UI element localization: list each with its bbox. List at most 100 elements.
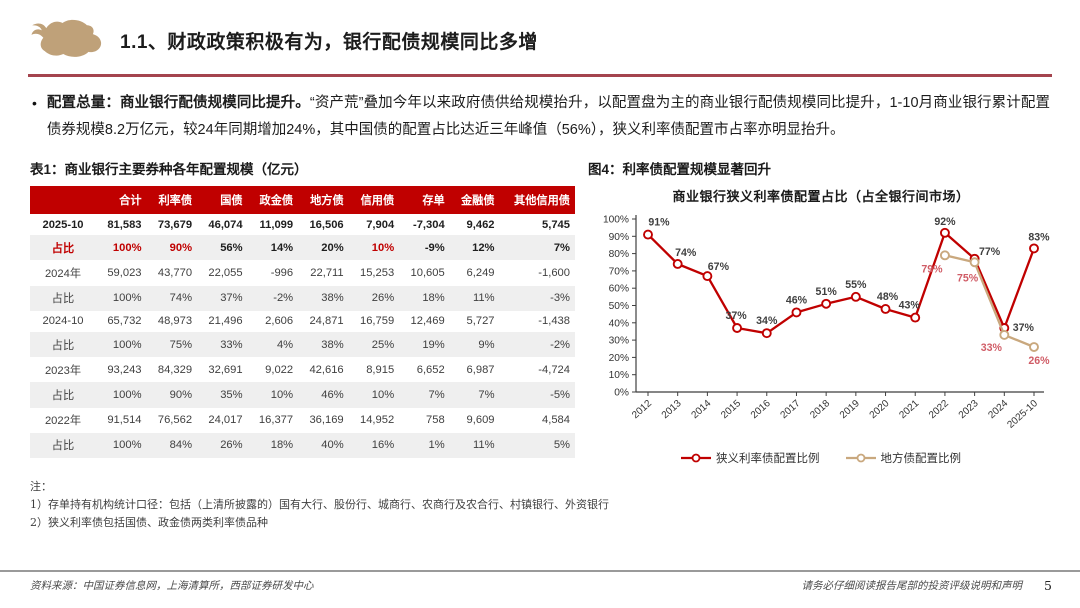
svg-text:2023: 2023 bbox=[957, 398, 981, 421]
column-header: 金融债 bbox=[449, 186, 500, 214]
table-cell: 90% bbox=[169, 241, 193, 254]
legend-item: 地方债配置比例 bbox=[845, 450, 962, 466]
table-cell: -996 bbox=[270, 266, 294, 279]
table-row: 占比 100% 74% 37% -2% 38% 26% 18% 11% -3% bbox=[30, 285, 575, 311]
row-label: 2024年 bbox=[44, 267, 82, 280]
table-cell: 19% bbox=[422, 338, 445, 351]
table-section: 表1：商业银行主要券种各年配置规模（亿元） 合计 利率债 国债 政金债 地方债 信用债 存单… bbox=[30, 154, 578, 466]
table-cell: 11% bbox=[472, 439, 495, 452]
chart-title: 商业银行狭义利率债配置占比（占全银行间市场） bbox=[672, 190, 970, 205]
svg-text:26%: 26% bbox=[1028, 355, 1050, 367]
table-cell: 38% bbox=[321, 292, 344, 305]
svg-text:2020: 2020 bbox=[868, 398, 892, 421]
table-cell: 24,871 bbox=[309, 315, 344, 328]
table-cell: 9,462 bbox=[466, 218, 495, 231]
figure-section: 图4：利率债配置规模显著回升 商业银行狭义利率债配置占比（占全银行间市场） 0%… bbox=[588, 154, 1054, 466]
allocation-table: 合计 利率债 国债 政金债 地方债 信用债 存单 金融债 其他信用债 2025-10 81,583 7… bbox=[30, 186, 575, 458]
column-header: 信用债 bbox=[348, 186, 400, 214]
table-row: 2024年 59,023 43,770 22,055 -996 22,711 15,253 1… bbox=[30, 260, 575, 285]
table-cell: 10% bbox=[371, 241, 395, 254]
footer: 资料来源：中国证券信息网，上海清算所，西部证券研发中心 请务必仔细阅读报告尾部的… bbox=[30, 578, 1052, 593]
table-cell: 15,253 bbox=[359, 266, 395, 279]
row-label: 占比 bbox=[51, 339, 75, 352]
table-cell: 22,711 bbox=[310, 266, 344, 279]
table-cell: 10,605 bbox=[410, 266, 445, 279]
svg-text:37%: 37% bbox=[725, 310, 747, 322]
table-cell: -2% bbox=[273, 292, 294, 305]
svg-text:75%: 75% bbox=[957, 272, 979, 284]
table-cell: 5,727 bbox=[466, 315, 495, 328]
table-cell: 6,652 bbox=[416, 363, 445, 376]
table-cell: 5% bbox=[553, 439, 570, 452]
svg-text:91%: 91% bbox=[648, 217, 670, 229]
notes-block: 注： 1）存单持有机构统计口径：包括（上清所披露的）国有大行、股份行、城商行、农… bbox=[0, 466, 1080, 532]
summary-text: 配置总量：商业银行配债规模同比提升。“资产荒”叠加今年以来政府债供给规模抬升，以… bbox=[47, 90, 1050, 144]
svg-text:74%: 74% bbox=[675, 247, 697, 259]
content-columns: 表1：商业银行主要券种各年配置规模（亿元） 合计 利率债 国债 政金债 地方债 信用债 存单… bbox=[0, 144, 1080, 466]
svg-text:43%: 43% bbox=[899, 300, 921, 312]
svg-text:48%: 48% bbox=[877, 291, 899, 303]
table-cell: 93,243 bbox=[107, 363, 142, 376]
table-cell: 38% bbox=[321, 338, 344, 351]
legend-item: 狭义利率债配置比例 bbox=[681, 450, 820, 466]
table-cell: 10% bbox=[270, 388, 294, 401]
summary-lead: 配置总量：商业银行配债规模同比提升。 bbox=[46, 95, 310, 111]
row-label: 2024-10 bbox=[42, 315, 84, 328]
table-cell: 7% bbox=[553, 241, 570, 254]
chart-legend: 狭义利率债配置比例 地方债配置比例 bbox=[588, 450, 1054, 466]
table-cell: -3% bbox=[550, 292, 570, 305]
table-cell: 40% bbox=[321, 439, 344, 452]
svg-text:46%: 46% bbox=[786, 294, 808, 306]
svg-text:30%: 30% bbox=[609, 336, 629, 347]
column-header: 政金债 bbox=[247, 186, 299, 214]
table-cell: 26% bbox=[220, 439, 243, 452]
svg-text:79%: 79% bbox=[921, 263, 943, 275]
svg-text:67%: 67% bbox=[708, 261, 730, 273]
table-cell: -4,724 bbox=[538, 363, 570, 376]
table-cell: 18% bbox=[422, 292, 445, 305]
table-cell: 26% bbox=[371, 292, 395, 305]
table-cell: 100% bbox=[112, 388, 142, 401]
svg-text:100%: 100% bbox=[603, 215, 629, 226]
summary-paragraph: • 配置总量：商业银行配债规模同比提升。“资产荒”叠加今年以来政府债供给规模抬升… bbox=[0, 77, 1080, 144]
table-cell: 758 bbox=[426, 414, 445, 427]
bullet-icon: • bbox=[32, 95, 37, 111]
table-row: 占比 100% 90% 35% 10% 46% 10% 7% 7% -5% bbox=[30, 382, 575, 408]
table-cell: -5% bbox=[550, 388, 570, 401]
legend-label: 地方债配置比例 bbox=[880, 451, 962, 465]
table-cell: 7% bbox=[428, 388, 445, 401]
table-cell: 35% bbox=[220, 388, 243, 401]
table-cell: 4% bbox=[276, 338, 294, 351]
row-label: 2023年 bbox=[44, 364, 82, 377]
column-header: 合计 bbox=[96, 186, 147, 214]
table-cell: 81,583 bbox=[107, 218, 142, 231]
svg-text:2013: 2013 bbox=[660, 398, 684, 421]
svg-text:77%: 77% bbox=[979, 246, 1001, 258]
footer-divider bbox=[0, 570, 1080, 572]
table-cell: 14,952 bbox=[359, 414, 395, 427]
svg-text:70%: 70% bbox=[609, 266, 629, 277]
table-row: 2024-10 65,732 48,973 21,496 2,606 24,871 16,7… bbox=[30, 311, 575, 332]
table-cell: 84,329 bbox=[157, 363, 193, 376]
column-header: 地方债 bbox=[298, 186, 349, 214]
svg-text:20%: 20% bbox=[609, 353, 629, 364]
svg-text:2012: 2012 bbox=[630, 398, 654, 421]
header-divider bbox=[28, 74, 1052, 77]
table-row: 2025-10 81,583 73,679 46,074 11,099 16,506 7,9… bbox=[30, 214, 575, 235]
table-cell: 11% bbox=[472, 292, 495, 305]
svg-text:51%: 51% bbox=[816, 286, 838, 298]
svg-text:33%: 33% bbox=[981, 342, 1003, 354]
table-cell: -1,600 bbox=[538, 266, 570, 279]
svg-text:2015: 2015 bbox=[719, 398, 743, 421]
table-cell: 20% bbox=[321, 241, 344, 254]
table-cell: 22,055 bbox=[208, 266, 243, 279]
table-cell: 59,023 bbox=[107, 266, 142, 279]
table-cell: 18% bbox=[270, 439, 294, 452]
svg-text:2014: 2014 bbox=[689, 398, 713, 421]
table-cell: 75% bbox=[169, 338, 193, 351]
svg-text:60%: 60% bbox=[609, 284, 629, 295]
table-cell: 24,017 bbox=[208, 414, 243, 427]
note-line-2: 2）狭义利率债包括国债、政金债两类利率债品种 bbox=[30, 516, 268, 529]
table-cell: 7,904 bbox=[366, 218, 395, 231]
svg-text:0%: 0% bbox=[614, 388, 629, 399]
